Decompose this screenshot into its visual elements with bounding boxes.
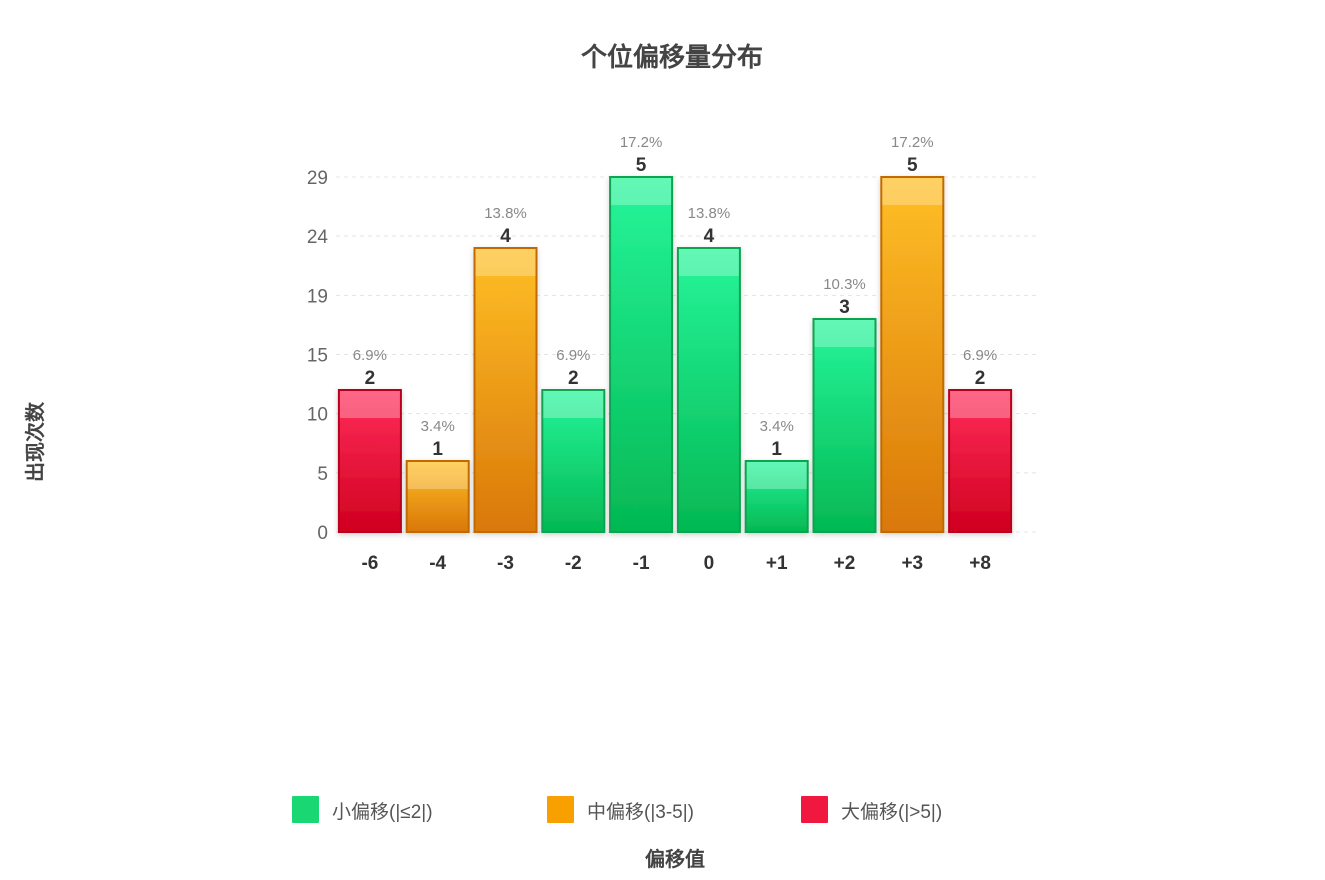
percent-label: 3.4% [421,418,455,435]
legend-label-small: 小偏移(|≤2|) [332,801,433,823]
percent-label: 6.9% [353,347,387,364]
x-tick-label: 0 [704,553,715,574]
count-label: 5 [636,155,647,176]
bar-+1 [744,460,809,533]
bar-highlight [678,249,739,276]
legend-label-medium: 中偏移(|3-5|) [587,801,694,823]
bar--3 [473,247,538,533]
count-label: 2 [975,368,986,389]
bar-+8 [948,389,1013,533]
legend-swatch-medium [547,796,574,823]
percent-label: 17.2% [891,134,934,151]
percent-label: 6.9% [556,347,590,364]
x-tick-label: -1 [633,553,650,574]
percent-label: 6.9% [963,347,997,364]
chart-title: 个位偏移量分布 [581,42,763,72]
bar-+3 [880,176,945,533]
bar-highlight [407,462,468,489]
bar-highlight [950,391,1011,418]
data-labels: 2 6.9% 1 3.4% 4 13.8% 2 6.9% 5 17.2% 4 13.8% 1 3.4% 3 1… [353,134,997,460]
y-tick-label: 29 [307,168,328,189]
y-tick-label: 10 [307,405,328,426]
bar-highlight [611,178,672,205]
bar-highlight [543,391,604,418]
percent-label: 13.8% [688,205,731,222]
x-tick-label: +1 [766,553,788,574]
y-tick-label: 19 [307,286,328,307]
bar-highlight [814,320,875,347]
x-axis-ticks: -6 -4 -3 -2 -1 0 +1 +2 +3 +8 [361,553,990,574]
bar-highlight [882,178,943,205]
count-label: 3 [839,297,850,318]
bar-highlight [746,462,807,489]
count-label: 2 [365,368,376,389]
x-tick-label: -3 [497,553,514,574]
bars [337,176,1013,533]
x-tick-label: -6 [361,553,378,574]
bar-highlight [339,391,400,418]
bar-highlight [475,249,536,276]
x-tick-label: -4 [429,553,446,574]
bar-0 [676,247,741,533]
legend-swatch-large [801,796,828,823]
count-label: 2 [568,368,579,389]
x-tick-label: +8 [969,553,991,574]
bar--4 [405,460,470,533]
percent-label: 17.2% [620,134,663,151]
percent-label: 3.4% [760,418,794,435]
bar-+2 [812,318,877,533]
count-label: 1 [432,439,443,460]
x-tick-label: -2 [565,553,582,574]
percent-label: 10.3% [823,276,866,293]
legend: 小偏移(|≤2|) 中偏移(|3-5|) 大偏移(|>5|) [292,796,942,823]
x-tick-label: +2 [834,553,856,574]
count-label: 1 [771,439,782,460]
y-axis-title: 出现次数 [23,401,47,482]
legend-label-large: 大偏移(|>5|) [841,801,942,823]
legend-swatch-small [292,796,319,823]
x-axis-title: 偏移值 [645,847,705,871]
count-label: 4 [500,226,511,247]
bar--1 [609,176,674,533]
y-tick-label: 24 [307,227,329,248]
y-tick-label: 0 [317,523,328,544]
count-label: 5 [907,155,918,176]
y-tick-label: 15 [307,346,328,367]
x-tick-label: +3 [901,553,923,574]
bar--6 [337,389,402,533]
bar--2 [541,389,606,533]
y-tick-label: 5 [317,464,328,485]
percent-label: 13.8% [484,205,527,222]
y-axis-ticks: 0 5 10 15 19 24 29 [307,168,329,544]
count-label: 4 [704,226,715,247]
